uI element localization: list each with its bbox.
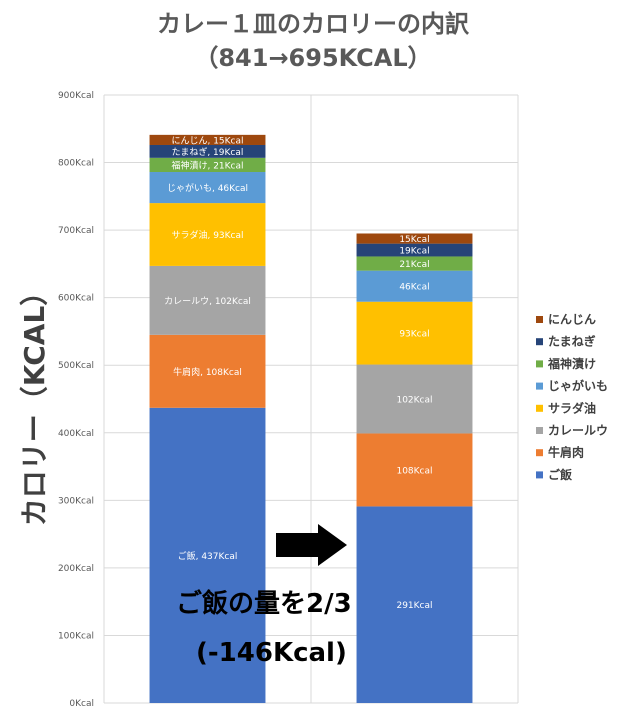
legend-swatch [536, 382, 543, 390]
legend-swatch [536, 471, 543, 479]
bar-segment [356, 506, 473, 703]
legend-swatch [536, 404, 543, 412]
bar-segment [149, 334, 266, 408]
annotation-line2: (-146Kcal) [196, 638, 347, 668]
bar-segment [149, 265, 266, 335]
legend-swatch [536, 316, 543, 323]
y-tick-label: 600Kcal [58, 294, 94, 304]
legend-label: 牛肩肉 [548, 445, 584, 460]
bar-segment [356, 243, 473, 257]
data-label: 93Kcal [399, 330, 429, 340]
y-axis-ticks: 0Kcal 100Kcal 200Kcal 300Kcal 400Kcal 500Kcal… [58, 91, 94, 709]
data-label: 15Kcal [399, 235, 429, 245]
bar-segment [149, 144, 266, 158]
data-label: 19Kcal [399, 247, 429, 257]
data-label: じゃがいも, 46Kcal [167, 182, 248, 194]
bar-segment [356, 433, 473, 507]
y-tick-label: 400Kcal [58, 429, 94, 439]
bars [149, 134, 473, 703]
data-label: 21Kcal [399, 260, 429, 270]
bar-segment [149, 172, 266, 204]
legend-label: サラダ油 [548, 400, 596, 415]
legend-label: ご飯 [548, 467, 572, 482]
y-tick-label: 300Kcal [58, 496, 94, 506]
data-label: ご飯, 437Kcal [178, 550, 238, 562]
data-label: 福神漬け, 21Kcal [171, 159, 243, 171]
bar-segment [149, 157, 266, 173]
annotation: ご飯の量を2/3 (-146Kcal) [176, 524, 352, 668]
data-label: たまねぎ, 19Kcal [172, 146, 244, 158]
y-tick-label: 100Kcal [58, 631, 94, 641]
data-label: にんじん, 15Kcal [171, 135, 243, 146]
data-label: カレールウ, 102Kcal [164, 296, 251, 307]
y-tick-label: 0Kcal [69, 699, 94, 709]
y-tick-label: 500Kcal [58, 361, 94, 371]
legend-swatch [536, 338, 543, 346]
data-label: サラダ油, 93Kcal [171, 229, 243, 241]
bar-segment [149, 407, 266, 703]
annotation-line1: ご飯の量を2/3 [176, 588, 352, 619]
legend-swatch [536, 449, 543, 457]
data-labels: ご飯, 437Kcal 牛肩肉, 108Kcal カレールウ, 102Kcal サラダ… [164, 135, 432, 611]
bar-segment [356, 233, 473, 244]
y-tick-label: 200Kcal [58, 564, 94, 574]
y-tick-label: 900Kcal [58, 91, 94, 101]
legend-label: カレールウ [548, 424, 608, 438]
bar-segment [149, 203, 266, 266]
data-label: 46Kcal [399, 283, 429, 293]
y-tick-label: 700Kcal [58, 226, 94, 236]
bar-segment [356, 364, 473, 434]
data-label: 102Kcal [396, 396, 432, 406]
bar-segment [356, 301, 473, 365]
legend-swatch [536, 360, 543, 368]
legend-swatch [536, 427, 543, 434]
bar-segment [149, 134, 266, 145]
bar-segment [356, 256, 473, 271]
legend-label: にんじん [548, 313, 596, 327]
y-tick-label: 800Kcal [58, 159, 94, 169]
data-label: 108Kcal [396, 466, 432, 476]
right-arrow-icon [276, 524, 347, 566]
bar-segment [356, 270, 473, 302]
legend-label: 福神漬け [547, 356, 596, 371]
legend-label: じゃがいも [548, 378, 608, 393]
data-label: 牛肩肉, 108Kcal [173, 366, 242, 378]
chart-subtitle: （841→695KCAL） [194, 44, 431, 72]
legend-label: たまねぎ [548, 334, 596, 349]
data-label: 291Kcal [396, 601, 432, 611]
chart-title: カレー１皿のカロリーの内訳 [157, 10, 470, 38]
y-axis-title: カロリー（KCAL） [18, 278, 51, 527]
